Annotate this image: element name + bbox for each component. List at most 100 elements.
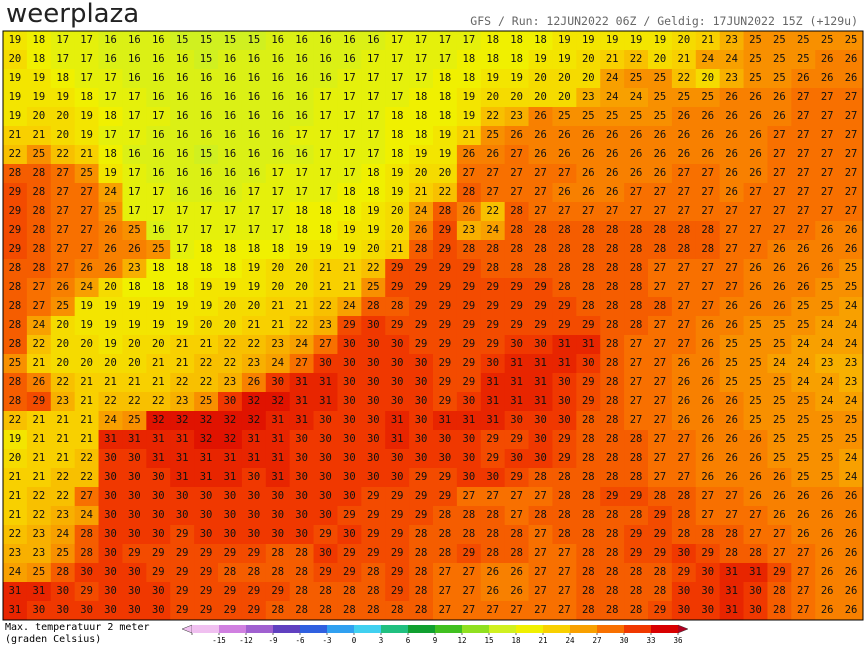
- temp-label: 27: [678, 338, 691, 350]
- temp-cell: [528, 601, 553, 621]
- temp-label: 23: [319, 319, 332, 331]
- temp-cell: [815, 259, 840, 279]
- temp-cell: [600, 525, 625, 545]
- temp-cell: [433, 582, 458, 602]
- temp-label: 25: [558, 110, 571, 122]
- temp-label: 28: [654, 585, 667, 597]
- temp-label: 21: [104, 376, 117, 388]
- temp-label: 30: [367, 376, 380, 388]
- temp-cell: [289, 183, 315, 203]
- temp-cell: [361, 69, 386, 89]
- temp-cell: [265, 316, 291, 336]
- temp-label: 19: [248, 262, 261, 274]
- temp-cell: [791, 601, 816, 621]
- temp-label: 26: [725, 186, 738, 198]
- temp-label: 28: [534, 262, 547, 274]
- temp-cell: [265, 107, 291, 127]
- temp-cell: [146, 449, 171, 469]
- temp-cell: [122, 335, 147, 355]
- temp-cell: [480, 164, 506, 184]
- temp-label: 30: [176, 509, 189, 521]
- temp-cell: [767, 69, 792, 89]
- temp-cell: [624, 221, 649, 241]
- temp-cell: [791, 354, 816, 374]
- temp-cell: [576, 354, 601, 374]
- temp-cell: [74, 183, 100, 203]
- temp-cell: [648, 88, 673, 108]
- temp-label: 30: [558, 414, 571, 426]
- temp-cell: [194, 525, 219, 545]
- temp-cell: [122, 506, 147, 526]
- temp-cell: [433, 506, 458, 526]
- temp-label: 28: [749, 547, 762, 559]
- temp-label: 25: [797, 414, 810, 426]
- temp-label: 28: [606, 528, 619, 540]
- temp-label: 27: [725, 490, 738, 502]
- temp-cell: [122, 487, 147, 507]
- temp-cell: [839, 69, 864, 89]
- temp-label: 29: [510, 471, 523, 483]
- temp-cell: [194, 354, 219, 374]
- temp-label: 27: [749, 243, 762, 255]
- temp-label: 20: [701, 72, 714, 84]
- temp-label: 29: [9, 186, 22, 198]
- temp-cell: [409, 487, 434, 507]
- temp-label: 28: [558, 262, 571, 274]
- temp-cell: [791, 126, 816, 146]
- temp-label: 28: [606, 376, 619, 388]
- temp-cell: [26, 297, 52, 317]
- temp-label: 20: [582, 72, 595, 84]
- temp-label: 18: [295, 224, 308, 236]
- temp-cell: [839, 50, 864, 70]
- temp-cell: [26, 107, 52, 127]
- temp-cell: [194, 468, 219, 488]
- temp-cell: [600, 145, 625, 165]
- temp-cell: [815, 221, 840, 241]
- temp-label: 25: [773, 53, 786, 65]
- temp-cell: [289, 392, 315, 412]
- temp-cell: [743, 259, 768, 279]
- temp-label: 27: [439, 566, 452, 578]
- temp-cell: [98, 373, 123, 393]
- temp-cell: [74, 69, 100, 89]
- temp-label: 25: [678, 91, 691, 103]
- temp-label: 29: [558, 300, 571, 312]
- temp-label: 22: [9, 414, 22, 426]
- temp-label: 17: [391, 91, 404, 103]
- temp-cell: [218, 563, 243, 583]
- temp-label: 28: [9, 281, 22, 293]
- temp-cell: [456, 31, 482, 51]
- temp-cell: [552, 430, 577, 450]
- temp-label: 27: [654, 281, 667, 293]
- temp-cell: [289, 430, 315, 450]
- temp-cell: [337, 430, 362, 450]
- colorbar-tick-label: -6: [295, 636, 305, 645]
- temp-label: 20: [295, 281, 308, 293]
- temp-cell: [241, 259, 267, 279]
- temp-label: 22: [9, 148, 22, 160]
- temp-cell: [385, 544, 410, 564]
- temp-label: 29: [439, 319, 452, 331]
- temp-label: 30: [128, 452, 141, 464]
- temp-cell: [624, 373, 649, 393]
- temp-label: 18: [439, 110, 452, 122]
- temp-cell: [241, 297, 267, 317]
- temp-label: 21: [200, 338, 213, 350]
- temp-label: 28: [630, 509, 643, 521]
- temp-label: 29: [271, 585, 284, 597]
- temp-label: 28: [582, 433, 595, 445]
- temp-cell: [433, 601, 458, 621]
- temp-cell: [433, 373, 458, 393]
- temp-label: 16: [152, 72, 165, 84]
- temp-label: 29: [415, 490, 428, 502]
- temp-cell: [218, 487, 243, 507]
- temp-cell: [480, 31, 506, 51]
- temp-label: 18: [128, 281, 141, 293]
- temp-label: 26: [701, 414, 714, 426]
- temp-cell: [218, 392, 243, 412]
- temp-label: 19: [80, 319, 93, 331]
- temp-label: 17: [295, 167, 308, 179]
- temp-label: 17: [152, 205, 165, 217]
- temp-cell: [791, 449, 816, 469]
- temp-cell: [815, 582, 840, 602]
